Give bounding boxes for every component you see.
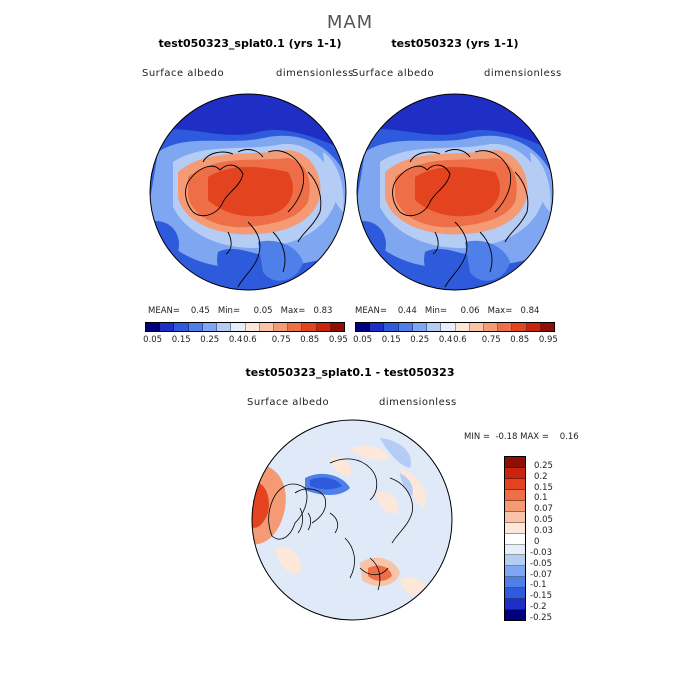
colorbar-swatch: [505, 610, 525, 621]
colorbar-tick-label: 0.4: [438, 335, 453, 345]
colorbar-swatch: [288, 323, 303, 331]
coastlines: [185, 149, 322, 288]
colorbar-tick-label: 0.6: [243, 335, 257, 345]
colorbar-tick-label: 0.05: [143, 335, 163, 345]
colorbar-tick-label: -0.03: [530, 547, 552, 558]
colorbar-swatch: [188, 323, 203, 331]
colorbar-tick-label: 0.4: [228, 335, 243, 345]
panel-2-units-label: dimensionless: [484, 68, 562, 79]
colorbar-tick-label: 0.03: [534, 526, 553, 537]
colorbar-tick-label: -0.05: [530, 558, 552, 569]
colorbar-tick-label: 0.05: [353, 335, 373, 345]
colorbar-swatch: [505, 566, 525, 578]
colorbar-swatch: [505, 599, 525, 611]
colorbar-swatch: [512, 323, 527, 331]
panel-3-field-label: Surface albedo: [247, 397, 330, 408]
colorbar-swatch: [505, 555, 525, 567]
colorbar-swatch: [146, 323, 161, 331]
colorbar-swatch: [174, 323, 189, 331]
colorbar-swatch: [160, 323, 175, 331]
panel-1-stats: MEAN= 0.45 Min= 0.05 Max= 0.83: [148, 306, 333, 316]
colorbar-tick-label: 0.1: [534, 493, 548, 504]
colorbar-tick-label: 0.75: [271, 335, 291, 345]
panel-2-title: test050323 (yrs 1-1): [391, 37, 519, 50]
colorbar-tick-label: 0.15: [171, 335, 191, 345]
panel-1-title: test050323_splat0.1 (yrs 1-1): [158, 37, 342, 50]
colorbar-tick-label: -0.2: [530, 602, 547, 613]
colorbar-tick-label: 0.15: [534, 482, 553, 493]
panel-3-colorbar-labels: 0.25 0.2 0.15 0.1 0.07 0.05 0.03 0 -0.03 -0.05 -0.…: [530, 456, 590, 623]
colorbar-swatch: [526, 323, 541, 331]
panel-3-stats: MIN = -0.18 MAX = 0.16: [464, 432, 579, 442]
panel-2-field-label: Surface albedo: [352, 68, 435, 79]
colorbar-tick-label: -0.07: [530, 569, 552, 580]
colorbar-tick-label: 0.2: [534, 471, 548, 482]
colorbar-swatch: [505, 489, 525, 501]
colorbar-swatch: [427, 323, 442, 331]
colorbar-swatch: [540, 323, 555, 331]
panel-3-units-label: dimensionless: [379, 397, 457, 408]
panel-3-colorbar: [504, 456, 526, 621]
colorbar-swatch: [245, 323, 260, 331]
colorbar-swatch: [505, 533, 525, 545]
colorbar-swatch: [231, 323, 246, 331]
colorbar-swatch: [505, 478, 525, 490]
colorbar-swatch: [398, 323, 413, 331]
figure-title: MAM: [326, 12, 374, 33]
colorbar-swatch: [356, 323, 371, 331]
panel-2-polar-map: [356, 93, 554, 291]
colorbar-tick-label: 0: [534, 536, 540, 547]
colorbar-tick-label: 0.25: [410, 335, 430, 345]
colorbar-tick-label: 0.15: [381, 335, 401, 345]
colorbar-tick-label: -0.25: [530, 613, 552, 623]
panel-1-colorbar-labels: 0.05 0.15 0.25 0.4 0.6 0.75 0.85 0.95: [143, 335, 348, 347]
panel-1-field-label: Surface albedo: [142, 68, 225, 79]
colorbar-swatch: [505, 588, 525, 600]
colorbar-tick-label: 0.75: [481, 335, 501, 345]
panel-2-colorbar-labels: 0.05 0.15 0.25 0.4 0.6 0.75 0.85 0.95: [353, 335, 558, 347]
colorbar-swatch: [505, 577, 525, 589]
colorbar-tick-label: -0.1: [530, 580, 547, 591]
colorbar-tick-label: 0.05: [534, 515, 553, 526]
panel-2-colorbar: [355, 322, 555, 332]
colorbar-swatch: [202, 323, 218, 331]
colorbar-swatch: [370, 323, 385, 331]
colorbar-swatch: [441, 323, 456, 331]
colorbar-swatch: [505, 522, 525, 534]
panel-3-title: test050323_splat0.1 - test050323: [245, 366, 455, 379]
colorbar-swatch: [505, 544, 525, 556]
colorbar-swatch: [483, 323, 499, 331]
colorbar-swatch: [217, 323, 232, 331]
colorbar-swatch: [505, 457, 525, 468]
colorbar-swatch: [259, 323, 274, 331]
panel-1-colorbar: [145, 322, 345, 332]
colorbar-swatch: [302, 323, 317, 331]
colorbar-tick-label: 0.95: [328, 335, 348, 345]
panel-3-polar-map: [251, 419, 453, 621]
colorbar-swatch: [412, 323, 428, 331]
colorbar-swatch: [498, 323, 513, 331]
colorbar-swatch: [455, 323, 470, 331]
colorbar-tick-label: 0.25: [534, 460, 553, 471]
panel-1-polar-map: [149, 93, 347, 291]
panel-1-units-label: dimensionless: [276, 68, 354, 79]
colorbar-tick-label: -0.15: [530, 591, 552, 602]
colorbar-tick-label: 0.85: [300, 335, 320, 345]
colorbar-swatch: [384, 323, 399, 331]
colorbar-tick-label: 0.07: [534, 504, 553, 515]
colorbar-swatch: [273, 323, 289, 331]
colorbar-swatch: [505, 500, 525, 512]
colorbar-swatch: [316, 323, 331, 331]
panel-2-stats: MEAN= 0.44 Min= 0.06 Max= 0.84: [355, 306, 540, 316]
colorbar-tick-label: 0.85: [510, 335, 530, 345]
colorbar-swatch: [469, 323, 484, 331]
colorbar-swatch: [505, 467, 525, 479]
colorbar-tick-label: 0.95: [538, 335, 558, 345]
colorbar-tick-label: 0.25: [200, 335, 220, 345]
colorbar-swatch: [330, 323, 345, 331]
colorbar-tick-label: 0.6: [453, 335, 467, 345]
colorbar-swatch: [505, 511, 525, 523]
